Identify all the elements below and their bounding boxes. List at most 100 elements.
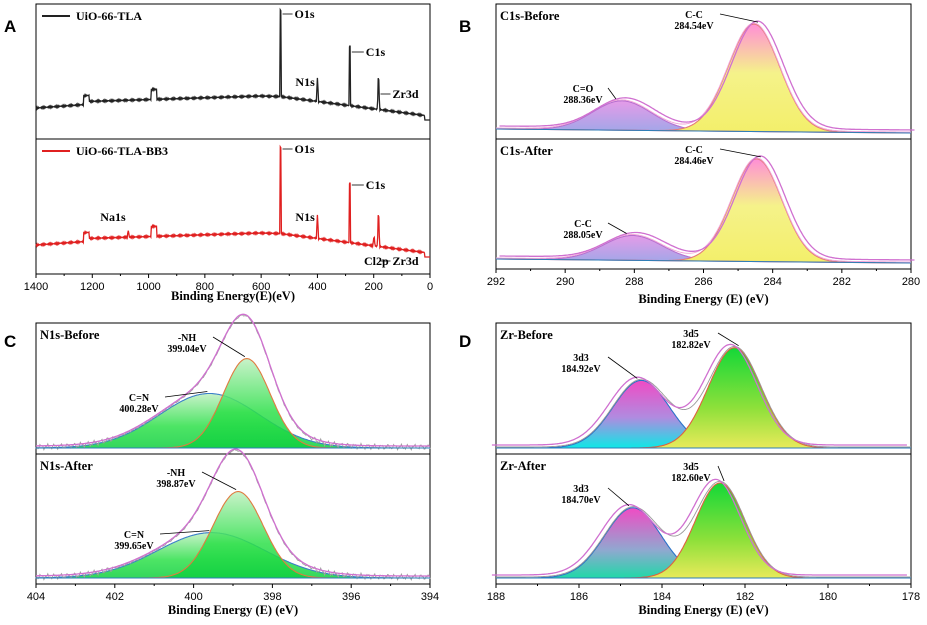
component-energy: 288.05eV xyxy=(563,230,603,241)
component-name: C=N xyxy=(124,530,145,541)
component-name: C=O xyxy=(573,84,594,95)
x-axis-label: Binding Energy (E) (eV) xyxy=(168,603,298,617)
x-tick-label: 284 xyxy=(763,276,781,288)
background-line xyxy=(495,258,912,264)
panel-label: D xyxy=(459,332,471,351)
panel-B-frame xyxy=(495,3,912,270)
annotation-arrow xyxy=(201,471,237,490)
x-tick-label: 188 xyxy=(487,591,505,603)
raw-spectrum xyxy=(496,157,911,263)
subplot-title: Zr-Before xyxy=(500,328,553,342)
x-tick-label: 292 xyxy=(487,276,505,288)
component-name: C=N xyxy=(129,393,150,404)
raw-spectrum xyxy=(496,345,911,448)
fit-envelope xyxy=(499,155,915,261)
component-energy: 400.28eV xyxy=(119,404,159,415)
component-name: 3d5 xyxy=(683,329,699,340)
component-name: -NH xyxy=(178,333,197,344)
component-name: C-C xyxy=(685,10,703,21)
annotation-arrow xyxy=(607,356,638,379)
component-peak-1 xyxy=(495,158,912,264)
annotation-arrow xyxy=(717,332,739,347)
x-tick-label: 290 xyxy=(556,276,574,288)
peak-label: Cl2p xyxy=(364,254,389,268)
fit-envelope xyxy=(36,448,430,577)
x-tick-label: 178 xyxy=(902,591,920,603)
x-tick-label: 186 xyxy=(570,591,588,603)
x-tick-label: 184 xyxy=(653,591,671,603)
annotation-arrow xyxy=(607,487,630,507)
component-name: -NH xyxy=(167,468,186,479)
x-tick-label: 286 xyxy=(694,276,712,288)
x-tick-label: 1200 xyxy=(80,281,104,293)
subplot-title: N1s-Before xyxy=(40,328,100,342)
component-peak-1 xyxy=(495,23,912,134)
x-tick-label: 288 xyxy=(625,276,643,288)
x-tick-label: 400 xyxy=(184,591,202,603)
survey-line-1 xyxy=(35,144,430,258)
component-energy: 288.36eV xyxy=(563,95,603,106)
x-tick-label: 394 xyxy=(421,591,439,603)
peak-label: Na1s xyxy=(100,210,126,224)
x-tick-label: 800 xyxy=(196,281,214,293)
x-tick-label: 280 xyxy=(902,276,920,288)
x-tick-label: 182 xyxy=(736,591,754,603)
component-energy: 182.82eV xyxy=(671,340,711,351)
panel-label: C xyxy=(4,332,16,351)
background-line xyxy=(495,128,912,134)
annotation-arrow xyxy=(719,148,761,158)
x-tick-label: 1400 xyxy=(24,281,48,293)
peak-label: N1s xyxy=(295,75,315,89)
peak-label: O1s xyxy=(295,142,315,156)
raw-spectrum xyxy=(496,22,911,133)
fit-envelope xyxy=(499,20,915,131)
component-name: C-C xyxy=(574,219,592,230)
annotation-arrow xyxy=(717,465,725,482)
component-peak-1 xyxy=(496,347,911,449)
component-energy: 399.65eV xyxy=(114,541,154,552)
component-name: C-C xyxy=(685,145,703,156)
fit-envelope xyxy=(491,478,907,576)
annotation-arrow xyxy=(607,222,627,234)
legend-label: UiO-66-TLA xyxy=(76,9,142,23)
raw-spectrum xyxy=(496,480,911,578)
component-energy: 184.92eV xyxy=(561,364,601,375)
component-name: 3d3 xyxy=(573,353,589,364)
panel-label: B xyxy=(459,17,471,36)
x-tick-label: 1000 xyxy=(136,281,160,293)
subplot-title: C1s-After xyxy=(500,144,553,158)
fit-envelope xyxy=(491,343,907,446)
raw-spectrum xyxy=(35,449,431,582)
component-energy: 284.54eV xyxy=(674,21,714,32)
peak-label: Zr3d xyxy=(392,254,418,268)
peak-label: C1s xyxy=(366,178,386,192)
component-energy: 184.70eV xyxy=(561,495,601,506)
peak-label: O1s xyxy=(295,7,315,21)
annotation-arrow xyxy=(719,13,759,23)
annotation-arrow xyxy=(159,530,210,535)
fit-envelope xyxy=(36,313,430,447)
x-tick-label: 180 xyxy=(819,591,837,603)
annotation-arrow xyxy=(212,336,246,357)
x-tick-label: 404 xyxy=(27,591,45,603)
peak-label: Zr3d xyxy=(392,87,418,101)
component-energy: 182.60eV xyxy=(671,473,711,484)
x-tick-label: 398 xyxy=(263,591,281,603)
subplot-title: C1s-Before xyxy=(500,9,560,23)
x-tick-label: 0 xyxy=(427,281,433,293)
x-tick-label: 200 xyxy=(365,281,383,293)
component-name: 3d5 xyxy=(683,462,699,473)
x-tick-label: 402 xyxy=(106,591,124,603)
component-energy: 284.46eV xyxy=(674,156,714,167)
subplot-title: Zr-After xyxy=(500,459,546,473)
legend-label: UiO-66-TLA-BB3 xyxy=(76,144,168,158)
peak-label: C1s xyxy=(366,45,386,59)
component-energy: 399.04eV xyxy=(167,344,207,355)
component-peak-1 xyxy=(36,491,430,579)
x-tick-label: 396 xyxy=(342,591,360,603)
component-energy: 398.87eV xyxy=(156,479,196,490)
x-tick-label: 400 xyxy=(308,281,326,293)
survey-line-0 xyxy=(35,7,430,121)
x-axis-label: Binding Energy (E) (eV) xyxy=(638,292,768,306)
